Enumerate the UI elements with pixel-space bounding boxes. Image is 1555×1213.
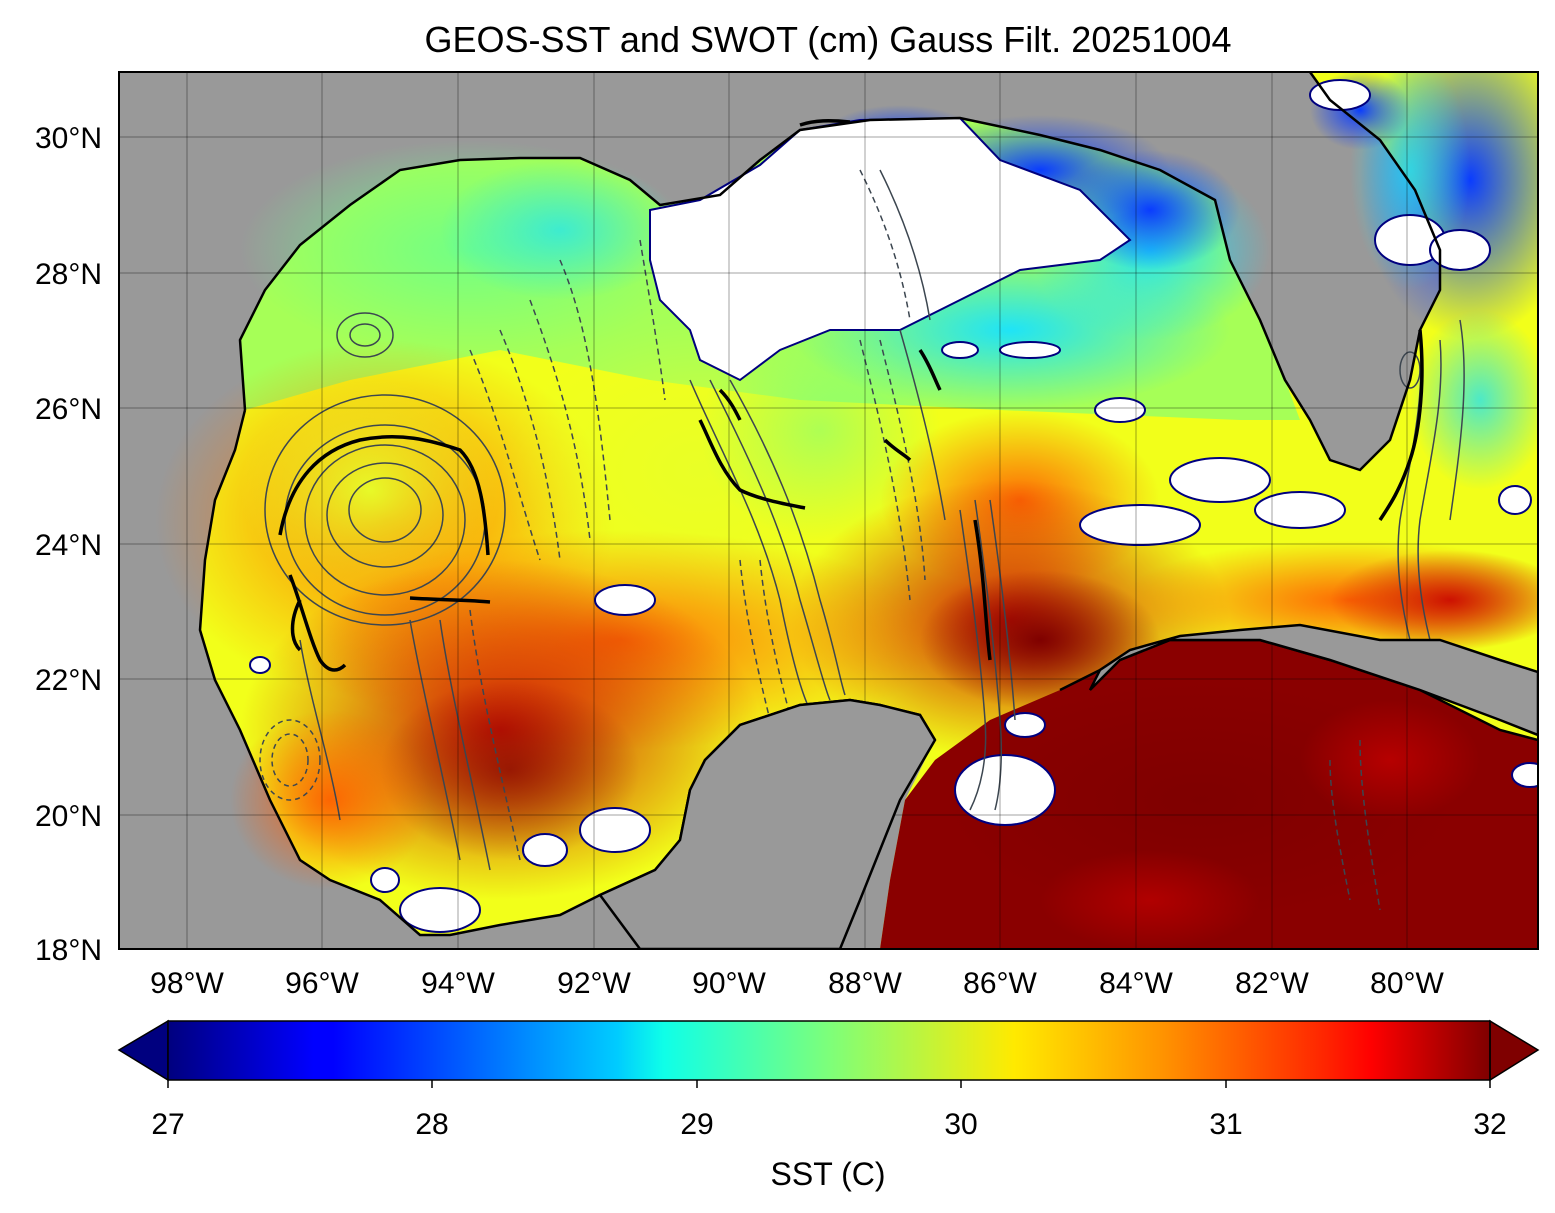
colorbar-label: SST (C) bbox=[771, 1156, 886, 1192]
colorbar-tick-label: 28 bbox=[415, 1108, 448, 1141]
colorbar-under-arrow bbox=[117, 1019, 169, 1082]
colorbar-gradient bbox=[168, 1021, 1490, 1080]
lon-tick-label: 84°W bbox=[1099, 967, 1173, 1000]
lat-tick-label: 26°N bbox=[35, 393, 102, 426]
lon-tick-label: 80°W bbox=[1370, 967, 1444, 1000]
sst-field bbox=[155, 72, 1538, 949]
cloud-mask bbox=[249, 79, 1538, 933]
lon-tick-label: 86°W bbox=[963, 967, 1037, 1000]
swot-strong-contours bbox=[278, 119, 1424, 672]
lat-tick-label: 18°N bbox=[35, 934, 102, 967]
lat-axis: 30°N 28°N 26°N 24°N 22°N 20°N 18°N bbox=[35, 122, 102, 967]
colorbar-tick-label: 29 bbox=[680, 1108, 713, 1141]
lat-tick-label: 24°N bbox=[35, 529, 102, 562]
lon-axis: 98°W 96°W 94°W 92°W 90°W 88°W 86°W 84°W … bbox=[150, 967, 1444, 1000]
lat-tick-label: 20°N bbox=[35, 800, 102, 833]
lon-tick-label: 94°W bbox=[421, 967, 495, 1000]
lon-tick-label: 82°W bbox=[1235, 967, 1309, 1000]
colorbar-tick-label: 27 bbox=[151, 1108, 184, 1141]
colorbar-tick-marks bbox=[167, 1080, 1491, 1088]
colorbar: 27 28 29 30 31 32 SST (C) bbox=[117, 1019, 1540, 1192]
lon-tick-label: 90°W bbox=[692, 967, 766, 1000]
lon-tick-label: 96°W bbox=[285, 967, 359, 1000]
swot-contours bbox=[259, 169, 1465, 911]
cuba-coast bbox=[1088, 623, 1538, 737]
lon-tick-label: 92°W bbox=[557, 967, 631, 1000]
lon-tick-label: 98°W bbox=[150, 967, 224, 1000]
lon-tick-label: 88°W bbox=[828, 967, 902, 1000]
colorbar-tick-label: 31 bbox=[1209, 1108, 1242, 1141]
map-frame bbox=[118, 71, 1539, 950]
lat-tick-label: 22°N bbox=[35, 664, 102, 697]
colorbar-tick-label: 32 bbox=[1473, 1108, 1506, 1141]
yucatan-coast bbox=[598, 698, 937, 949]
map-title: GEOS-SST and SWOT (cm) Gauss Filt. 20251… bbox=[425, 19, 1232, 60]
colorbar-tick-label: 30 bbox=[944, 1108, 977, 1141]
lat-tick-label: 28°N bbox=[35, 258, 102, 291]
colorbar-over-arrow bbox=[1489, 1019, 1540, 1082]
colorbar-frame bbox=[167, 1020, 1491, 1081]
lat-tick-label: 30°N bbox=[35, 122, 102, 155]
map-panel[interactable] bbox=[119, 20, 1555, 950]
